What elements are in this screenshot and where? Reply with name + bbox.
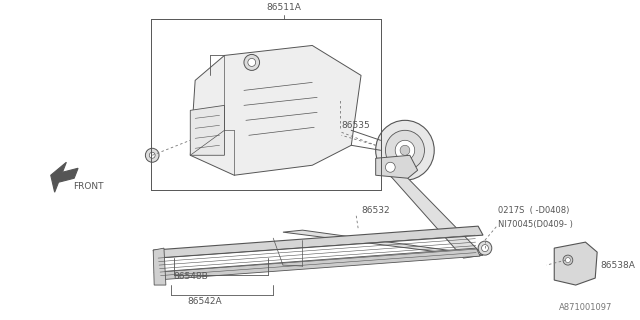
Polygon shape bbox=[376, 155, 418, 178]
Polygon shape bbox=[153, 226, 483, 258]
Polygon shape bbox=[154, 248, 480, 280]
Text: FRONT: FRONT bbox=[73, 182, 104, 191]
Polygon shape bbox=[51, 162, 78, 192]
Circle shape bbox=[385, 162, 395, 172]
Text: 0217S  ( -D0408): 0217S ( -D0408) bbox=[498, 206, 569, 215]
Polygon shape bbox=[153, 248, 166, 285]
Text: 86532: 86532 bbox=[361, 206, 390, 215]
Circle shape bbox=[145, 148, 159, 162]
Circle shape bbox=[563, 255, 573, 265]
Circle shape bbox=[149, 152, 155, 158]
Circle shape bbox=[566, 258, 570, 263]
Circle shape bbox=[481, 244, 488, 252]
Circle shape bbox=[400, 145, 410, 155]
Polygon shape bbox=[554, 242, 597, 285]
Circle shape bbox=[244, 54, 260, 70]
Text: 86538A: 86538A bbox=[600, 260, 635, 269]
Polygon shape bbox=[190, 45, 361, 175]
Polygon shape bbox=[190, 105, 225, 155]
Text: A871001097: A871001097 bbox=[559, 303, 612, 312]
Polygon shape bbox=[385, 170, 483, 258]
Text: 86542A: 86542A bbox=[188, 297, 222, 306]
Circle shape bbox=[248, 59, 255, 67]
Polygon shape bbox=[283, 230, 483, 255]
Text: 86535: 86535 bbox=[342, 121, 371, 130]
Circle shape bbox=[385, 130, 424, 170]
Circle shape bbox=[395, 140, 415, 160]
Text: NI70045(D0409- ): NI70045(D0409- ) bbox=[498, 220, 573, 229]
Circle shape bbox=[478, 241, 492, 255]
Circle shape bbox=[376, 120, 434, 180]
Text: 86548B: 86548B bbox=[173, 272, 209, 281]
Text: 86511A: 86511A bbox=[266, 3, 301, 12]
